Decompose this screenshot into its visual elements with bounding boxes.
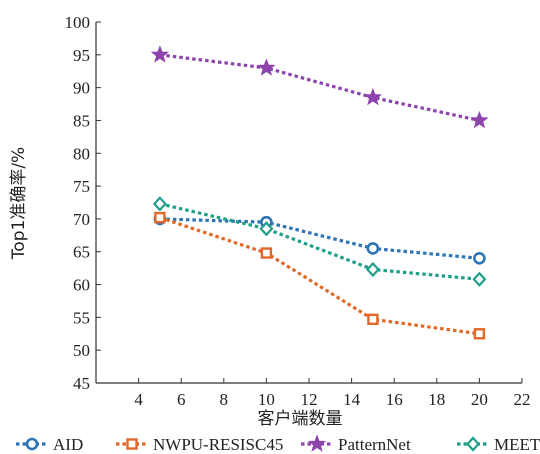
series-meet — [152, 196, 487, 287]
legend-marker-meet — [466, 436, 480, 452]
data-point-meet — [472, 271, 487, 287]
data-point-patternnet — [150, 45, 170, 63]
x-axis-ticks: 4 6 8 10 12 14 16 18 20 22 — [134, 378, 531, 409]
legend-item-meet: MEET — [457, 435, 540, 454]
x-tick-label: 6 — [177, 390, 186, 409]
series-line-meet — [159, 202, 480, 281]
legend-marker-nwpu-resisc45 — [126, 438, 138, 450]
y-tick-label: 100 — [65, 13, 91, 32]
legend-label-nwpu-resisc45: NWPU-RESISC45 — [153, 435, 283, 454]
data-point-patternnet — [257, 58, 276, 76]
data-point-meet — [259, 221, 274, 237]
data-point-aid — [366, 242, 380, 255]
x-tick-label: 16 — [386, 390, 403, 409]
y-axis-ticks: 45 50 55 60 65 70 75 80 85 90 95 100 — [65, 13, 101, 393]
data-point-nwpu-resisc45 — [473, 328, 486, 340]
legend-label-meet: MEET — [494, 435, 540, 454]
y-tick-label: 65 — [73, 243, 90, 262]
x-tick-label: 12 — [301, 390, 318, 409]
series-line-patternnet — [159, 53, 480, 123]
data-point-nwpu-resisc45 — [154, 211, 166, 224]
legend-item-nwpu-resisc45: NWPU-RESISC45 — [116, 435, 283, 454]
data-point-meet — [152, 196, 167, 212]
data-point-patternnet — [363, 87, 383, 106]
legend: AID NWPU-RESISC45 PatternNet MEET — [16, 434, 540, 454]
y-tick-label: 45 — [73, 374, 90, 393]
x-tick-label: 22 — [514, 390, 531, 409]
series-aid — [153, 212, 486, 265]
x-tick-label: 4 — [134, 390, 143, 409]
y-tick-label: 55 — [73, 308, 90, 327]
y-axis-title: Top1准确率/% — [9, 147, 29, 260]
x-tick-label: 20 — [471, 390, 488, 409]
x-axis-title: 客户端数量 — [258, 409, 343, 429]
legend-label-patternnet: PatternNet — [338, 435, 411, 454]
legend-label-aid: AID — [53, 435, 83, 454]
y-tick-label: 70 — [73, 210, 90, 229]
y-tick-label: 85 — [73, 111, 90, 130]
x-tick-label: 8 — [220, 390, 229, 409]
x-tick-label: 10 — [258, 390, 275, 409]
legend-marker-aid — [25, 437, 39, 451]
y-tick-label: 60 — [73, 276, 90, 295]
y-tick-label: 90 — [73, 79, 90, 98]
legend-item-patternnet: PatternNet — [301, 434, 411, 454]
series-nwpu-resisc45 — [154, 211, 486, 340]
series-line-aid — [159, 217, 480, 260]
data-point-nwpu-resisc45 — [260, 247, 273, 259]
legend-item-aid: AID — [16, 435, 83, 454]
y-tick-label: 50 — [73, 341, 90, 360]
x-tick-label: 18 — [428, 390, 445, 409]
series-patternnet — [150, 45, 489, 129]
data-point-meet — [365, 261, 380, 278]
data-point-patternnet — [470, 110, 489, 129]
y-tick-label: 80 — [73, 144, 90, 163]
data-point-nwpu-resisc45 — [367, 313, 379, 326]
y-tick-label: 95 — [73, 46, 90, 65]
legend-marker-patternnet — [307, 434, 327, 452]
x-tick-label: 14 — [343, 390, 361, 409]
y-tick-label: 75 — [73, 177, 90, 196]
data-point-aid — [473, 251, 486, 265]
series-layer — [150, 45, 489, 340]
